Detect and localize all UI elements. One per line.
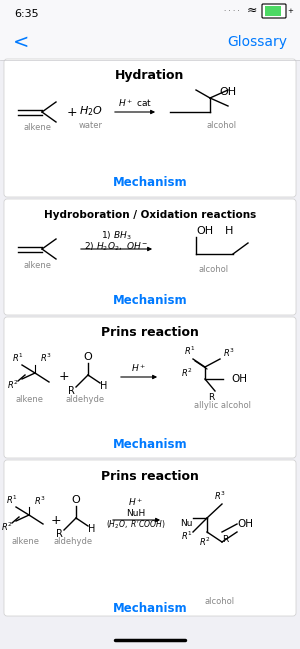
FancyBboxPatch shape xyxy=(4,59,296,197)
Text: OH: OH xyxy=(237,519,253,529)
Text: R: R xyxy=(222,535,228,545)
Text: $R^3$: $R^3$ xyxy=(214,490,226,502)
Text: OH: OH xyxy=(231,374,247,384)
Text: ≈: ≈ xyxy=(247,3,257,16)
Text: +: + xyxy=(287,8,293,14)
Text: +: + xyxy=(51,513,61,526)
Text: Nu: Nu xyxy=(180,519,193,528)
Text: O: O xyxy=(72,495,80,505)
Text: Hydration: Hydration xyxy=(115,69,185,82)
Text: $R^3$: $R^3$ xyxy=(34,495,46,508)
Text: alkene: alkene xyxy=(16,395,44,404)
Text: $(H_2O,\ R'COOH)$: $(H_2O,\ R'COOH)$ xyxy=(106,519,166,532)
Text: allylic alcohol: allylic alcohol xyxy=(194,400,250,410)
Text: $H^+$ cat: $H^+$ cat xyxy=(118,97,152,109)
Text: $R^1$: $R^1$ xyxy=(181,530,193,542)
Text: $H_2O$: $H_2O$ xyxy=(79,104,103,118)
Text: $R^3$: $R^3$ xyxy=(223,347,235,359)
Text: Mechanism: Mechanism xyxy=(113,602,187,615)
Text: alkene: alkene xyxy=(12,537,40,546)
Text: +: + xyxy=(59,371,69,384)
Text: $R^2$: $R^2$ xyxy=(181,367,193,379)
Text: $R^1$: $R^1$ xyxy=(12,352,24,364)
Text: OH: OH xyxy=(196,226,213,236)
Text: Mechanism: Mechanism xyxy=(113,437,187,450)
Text: R: R xyxy=(56,529,62,539)
FancyBboxPatch shape xyxy=(4,317,296,458)
Text: 6:35: 6:35 xyxy=(14,9,39,19)
Text: H: H xyxy=(225,226,233,236)
Bar xyxy=(0,0,300,22)
Text: · · · ·: · · · · xyxy=(224,8,240,14)
Text: $R^1$: $R^1$ xyxy=(184,345,196,357)
FancyBboxPatch shape xyxy=(4,460,296,616)
Text: Prins reaction: Prins reaction xyxy=(101,326,199,339)
Text: H: H xyxy=(88,524,96,534)
Text: alkene: alkene xyxy=(24,260,52,269)
Text: R: R xyxy=(208,393,214,402)
Text: alkene: alkene xyxy=(24,123,52,132)
Text: $R^2$: $R^2$ xyxy=(7,379,19,391)
Text: $R^3$: $R^3$ xyxy=(40,352,52,364)
Text: OH: OH xyxy=(219,87,237,97)
Text: Glossary: Glossary xyxy=(227,35,287,49)
Text: aldehyde: aldehyde xyxy=(65,395,105,404)
Text: O: O xyxy=(84,352,92,362)
Bar xyxy=(0,22,300,60)
FancyBboxPatch shape xyxy=(262,4,286,18)
Text: $H^+$: $H^+$ xyxy=(131,362,147,374)
Text: $2)\ H_2O_2,\ OH^-$: $2)\ H_2O_2,\ OH^-$ xyxy=(84,241,148,253)
Text: +: + xyxy=(67,106,77,119)
Text: <: < xyxy=(13,32,29,51)
Text: R: R xyxy=(68,386,74,396)
Text: Mechanism: Mechanism xyxy=(113,295,187,308)
Text: $R^2$: $R^2$ xyxy=(199,536,211,548)
Text: alcohol: alcohol xyxy=(207,121,237,130)
Text: alcohol: alcohol xyxy=(199,265,229,273)
Text: $H^+$: $H^+$ xyxy=(128,496,144,508)
Text: $1)\ BH_3$: $1)\ BH_3$ xyxy=(101,230,131,242)
FancyBboxPatch shape xyxy=(4,199,296,315)
Text: NuH: NuH xyxy=(126,509,146,517)
Text: Mechanism: Mechanism xyxy=(113,177,187,190)
Text: Hydroboration / Oxidation reactions: Hydroboration / Oxidation reactions xyxy=(44,210,256,220)
Text: alcohol: alcohol xyxy=(205,598,235,607)
Text: H: H xyxy=(100,381,108,391)
Text: water: water xyxy=(79,121,103,130)
Text: Prins reaction: Prins reaction xyxy=(101,469,199,482)
Text: $R^1$: $R^1$ xyxy=(6,494,18,506)
Bar xyxy=(265,6,281,16)
Text: aldehyde: aldehyde xyxy=(53,537,93,546)
Text: $R^2$: $R^2$ xyxy=(1,520,13,533)
